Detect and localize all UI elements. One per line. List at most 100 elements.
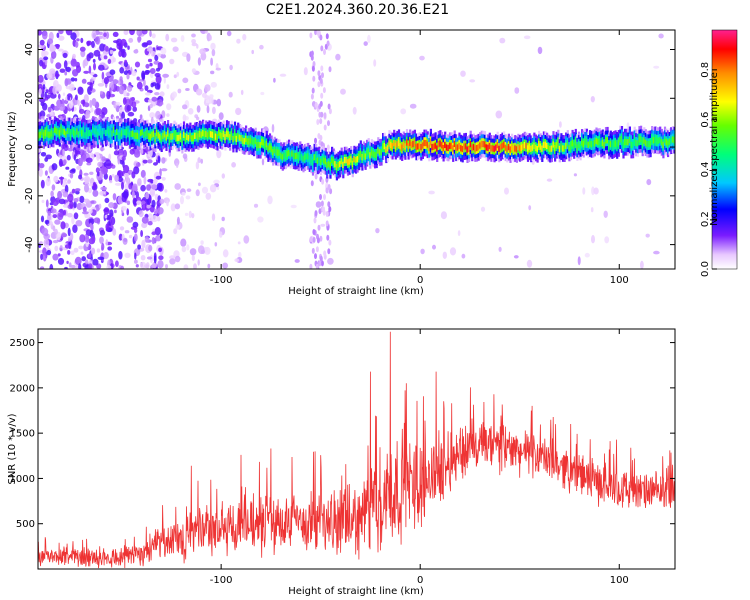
colorbar-label: Normalized spectral amplitude bbox=[709, 72, 720, 226]
ridge-cell bbox=[620, 136, 624, 143]
ridge-cell bbox=[640, 136, 643, 143]
noise-speck bbox=[328, 206, 332, 213]
noise-speck bbox=[174, 183, 181, 190]
noise-speck bbox=[140, 255, 146, 261]
noise-speck bbox=[243, 235, 250, 244]
ridge-cell bbox=[632, 141, 635, 148]
noise-speck bbox=[145, 63, 150, 69]
noise-speck bbox=[52, 240, 59, 244]
noise-speck bbox=[98, 64, 105, 71]
noise-speck bbox=[51, 163, 58, 171]
noise-speck bbox=[457, 230, 461, 237]
noise-speck bbox=[76, 38, 80, 42]
ridge-cell bbox=[81, 130, 84, 137]
ridge-cell bbox=[447, 144, 450, 152]
noise-speck bbox=[72, 69, 79, 77]
noise-speck bbox=[310, 93, 314, 100]
ridge-cell bbox=[224, 134, 227, 141]
noise-speck bbox=[242, 33, 247, 41]
ridge-cell bbox=[111, 130, 114, 137]
ridge-cell bbox=[261, 138, 264, 145]
ridge-cell bbox=[227, 131, 230, 138]
noise-speck bbox=[314, 102, 318, 108]
noise-speck bbox=[51, 50, 57, 60]
ridge-cell bbox=[533, 142, 536, 150]
ridge-cell bbox=[512, 145, 515, 153]
noise-speck bbox=[428, 190, 435, 195]
ridge-cell bbox=[245, 135, 248, 143]
noise-speck bbox=[131, 101, 137, 108]
ridge-cell bbox=[469, 141, 472, 148]
noise-speck bbox=[88, 263, 93, 269]
noise-speck bbox=[124, 59, 128, 64]
noise-speck bbox=[40, 266, 45, 269]
noise-speck bbox=[38, 163, 45, 169]
ridge-cell bbox=[194, 132, 197, 139]
ridge-cell bbox=[249, 137, 252, 144]
ridge-cell bbox=[627, 139, 630, 146]
ridge-cell bbox=[60, 126, 63, 133]
ridge-cell bbox=[491, 145, 495, 152]
ridge-cell bbox=[471, 144, 474, 151]
ridge-cell bbox=[651, 136, 654, 143]
noise-speck bbox=[121, 111, 125, 120]
noise-speck bbox=[189, 248, 197, 256]
noise-speck bbox=[149, 103, 153, 109]
ridge-cell bbox=[267, 145, 270, 152]
noise-speck bbox=[201, 249, 205, 254]
ridge-cell bbox=[100, 128, 103, 136]
noise-speck bbox=[117, 156, 121, 165]
noise-speck bbox=[161, 157, 166, 164]
snr-plot-area bbox=[38, 331, 675, 569]
ridge-cell bbox=[340, 157, 343, 165]
ridge-cell bbox=[600, 140, 603, 148]
ridge-cell bbox=[472, 143, 475, 151]
noise-speck bbox=[211, 97, 214, 105]
noise-speck bbox=[45, 177, 51, 187]
ridge-cell bbox=[442, 145, 445, 152]
noise-speck bbox=[182, 77, 189, 84]
noise-speck bbox=[420, 248, 425, 255]
ridge-cell bbox=[257, 141, 260, 149]
noise-speck bbox=[327, 184, 331, 190]
noise-speck bbox=[158, 118, 164, 123]
noise-speck bbox=[141, 30, 148, 35]
noise-speck bbox=[195, 88, 203, 96]
ridge-cell bbox=[453, 140, 456, 147]
noise-speck bbox=[58, 35, 65, 41]
ridge-cell bbox=[302, 155, 305, 162]
ridge-cell bbox=[506, 145, 509, 153]
noise-speck bbox=[75, 190, 80, 195]
noise-speck bbox=[325, 211, 329, 217]
noise-speck bbox=[197, 57, 201, 66]
ridge-cell bbox=[106, 127, 109, 134]
ridge-cell bbox=[479, 142, 482, 149]
noise-speck bbox=[157, 260, 164, 269]
noise-speck bbox=[195, 116, 200, 121]
noise-speck bbox=[83, 172, 89, 176]
noise-speck bbox=[327, 248, 331, 255]
ridge-cell bbox=[176, 134, 179, 142]
noise-speck bbox=[170, 37, 178, 43]
noise-speck bbox=[41, 227, 49, 236]
noise-speck bbox=[137, 36, 141, 43]
noise-speck bbox=[157, 156, 161, 164]
ridge-cell bbox=[643, 137, 646, 144]
noise-speck bbox=[108, 202, 115, 209]
noise-speck bbox=[143, 79, 146, 87]
noise-speck bbox=[134, 252, 137, 260]
noise-speck bbox=[584, 252, 590, 258]
noise-speck bbox=[96, 152, 100, 161]
noise-speck bbox=[67, 193, 74, 203]
noise-speck bbox=[310, 50, 314, 57]
ridge-cell bbox=[482, 140, 485, 148]
noise-speck bbox=[117, 176, 123, 183]
ridge-cell bbox=[276, 149, 280, 156]
noise-speck bbox=[81, 154, 87, 162]
noise-speck bbox=[155, 235, 162, 242]
noise-speck bbox=[40, 179, 45, 189]
ridge-cell bbox=[151, 131, 154, 139]
noise-speck bbox=[126, 85, 133, 92]
noise-speck bbox=[52, 86, 58, 95]
ridge-cell bbox=[622, 142, 625, 149]
